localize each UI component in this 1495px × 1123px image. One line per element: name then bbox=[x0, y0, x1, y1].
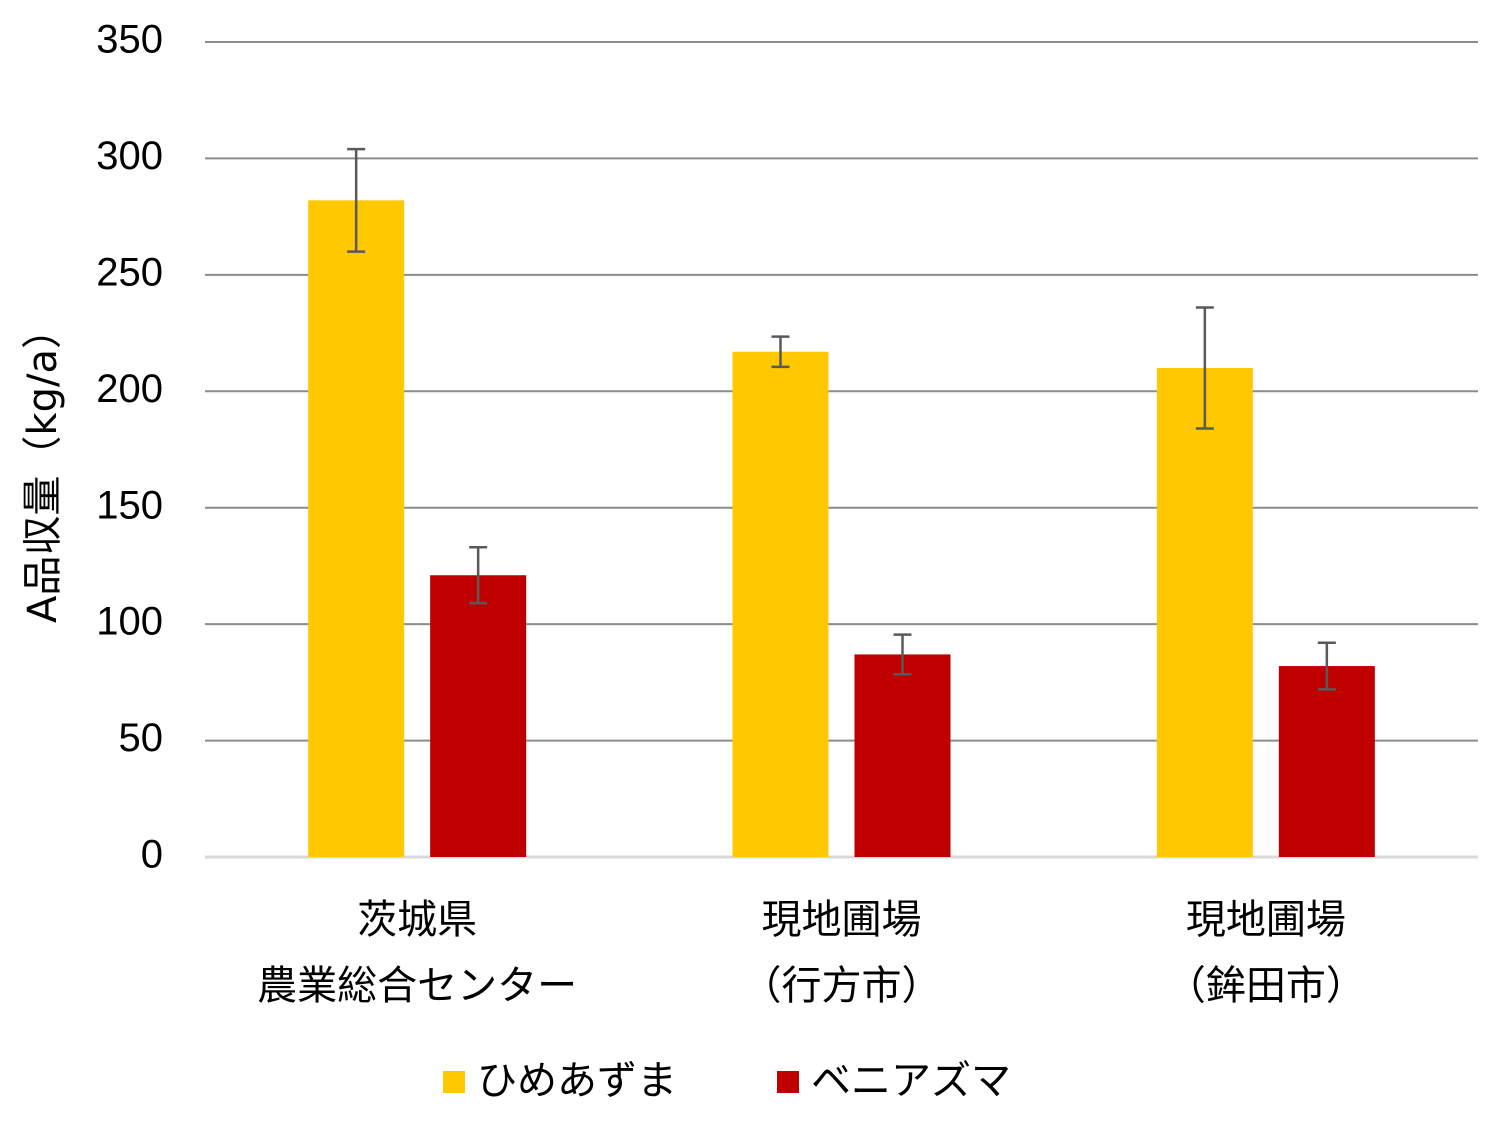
x-category-label: 茨城県 bbox=[357, 897, 477, 943]
error-bar bbox=[347, 147, 366, 253]
legend: ひめあずま ベニアズマ bbox=[443, 1058, 1011, 1104]
y-tick-label: 150 bbox=[96, 483, 163, 527]
x-category-label: 農業総合センター bbox=[257, 963, 577, 1009]
error-bars bbox=[347, 147, 1336, 691]
legend-item: ひめあずま bbox=[443, 1058, 677, 1104]
gridlines bbox=[205, 41, 1478, 859]
y-tick-label: 0 bbox=[141, 833, 163, 877]
y-tick-label: 200 bbox=[96, 367, 163, 411]
legend-label: ひめあずま bbox=[477, 1058, 677, 1104]
error-bar bbox=[893, 633, 912, 676]
bar bbox=[430, 575, 527, 857]
error-bar bbox=[469, 546, 488, 605]
legend-swatch bbox=[777, 1071, 799, 1093]
y-axis-title: A品収量（kg/a） bbox=[20, 309, 66, 623]
legend-label: ベニアズマ bbox=[811, 1058, 1011, 1104]
bar bbox=[308, 200, 405, 858]
y-tick-label: 50 bbox=[119, 716, 164, 760]
error-bar bbox=[1195, 306, 1214, 430]
x-category-label: （鉾田市） bbox=[1166, 963, 1366, 1009]
error-bar bbox=[771, 335, 790, 369]
x-category-label: 現地圃場 bbox=[762, 897, 922, 943]
error-bar bbox=[1317, 641, 1336, 691]
bars bbox=[308, 200, 1375, 858]
y-tick-label: 350 bbox=[96, 18, 163, 62]
bar bbox=[1278, 666, 1375, 857]
y-tick-label: 250 bbox=[96, 250, 163, 294]
y-tick-label: 300 bbox=[96, 134, 163, 178]
x-category-label: 現地圃場 bbox=[1186, 897, 1346, 943]
bar bbox=[854, 654, 951, 857]
legend-swatch bbox=[443, 1071, 465, 1093]
y-tick-label: 100 bbox=[96, 600, 163, 644]
bar bbox=[732, 351, 829, 857]
x-category-label: （行方市） bbox=[742, 963, 942, 1009]
y-axis-ticks: 0 50 100 150 200 250 300 350 bbox=[96, 18, 163, 877]
legend-item: ベニアズマ bbox=[777, 1058, 1011, 1104]
bar bbox=[1156, 368, 1253, 857]
